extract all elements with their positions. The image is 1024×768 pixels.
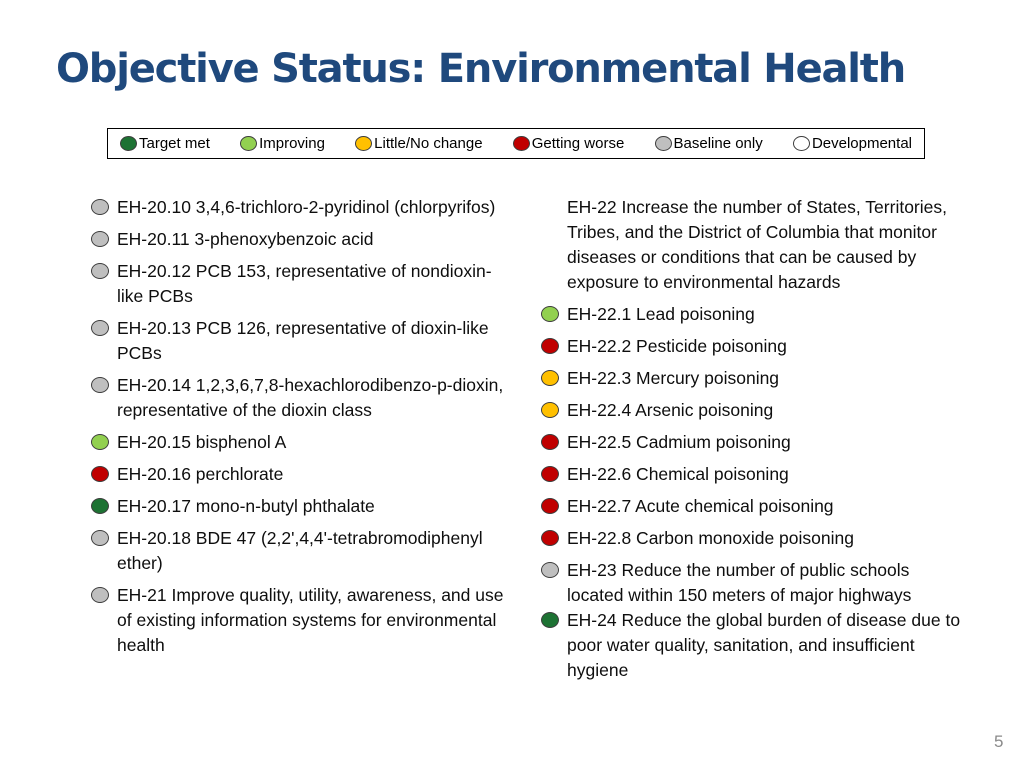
objective-item: EH-24 Reduce the global burden of diseas… [540,608,970,683]
objective-text: EH-22 Increase the number of States, Ter… [567,197,947,292]
status-bullet-icon [91,434,109,450]
objective-item: EH-21 Improve quality, utility, awarenes… [90,583,514,658]
status-bullet-icon [541,370,559,386]
objective-text: EH-20.12 PCB 153, representative of nond… [117,261,492,306]
status-bullet-icon [541,466,559,482]
legend-item-improving: Improving [240,135,325,152]
little-no-change-dot-icon [355,136,373,151]
objective-item: EH-22.8 Carbon monoxide poisoning [540,526,970,551]
status-bullet-icon [91,498,109,514]
objective-text: EH-22.4 Arsenic poisoning [567,400,774,420]
objective-item: EH-22 Increase the number of States, Ter… [540,195,970,295]
objective-item: EH-22.7 Acute chemical poisoning [540,494,970,519]
status-bullet-icon [541,562,559,578]
status-bullet-icon [91,199,109,215]
objective-text: EH-22.2 Pesticide poisoning [567,336,787,356]
status-bullet-icon [91,263,109,279]
objective-item: EH-20.16 perchlorate [90,462,514,487]
objective-text: EH-22.3 Mercury poisoning [567,368,780,388]
status-bullet-icon [541,402,559,418]
status-bullet-icon [91,587,109,603]
objective-text: EH-22.8 Carbon monoxide poisoning [567,528,854,548]
legend-item-developmental: Developmental [792,135,912,152]
objective-item: EH-22.2 Pesticide poisoning [540,334,970,359]
legend-label: Developmental [811,135,912,152]
objective-text: EH-22.5 Cadmium poisoning [567,432,791,452]
status-bullet-icon [91,530,109,546]
objective-text: EH-22.7 Acute chemical poisoning [567,496,834,516]
objective-item: EH-20.14 1,2,3,6,7,8-hexachlorodibenzo-p… [90,373,514,423]
improving-dot-icon [240,136,258,151]
page-number: 5 [994,732,1004,751]
objective-item: EH-23 Reduce the number of public school… [540,558,970,608]
objective-text: EH-22.6 Chemical poisoning [567,464,789,484]
status-bullet-icon [91,320,109,336]
page-title: Objective Status: Environmental Health [56,46,906,92]
objective-item: EH-20.11 3-phenoxybenzoic acid [90,227,514,252]
objective-item: EH-22.1 Lead poisoning [540,302,970,327]
objective-item: EH-20.18 BDE 47 (2,2',4,4'-tetrabromodip… [90,526,514,576]
objective-text: EH-20.15 bisphenol A [117,432,287,452]
status-bullet-icon [541,338,559,354]
objective-text: EH-20.13 PCB 126, representative of diox… [117,318,489,363]
objective-item: EH-20.17 mono-n-butyl phthalate [90,494,514,519]
legend-item-little-no-change: Little/No change [355,135,483,152]
objectives-column-right: EH-22 Increase the number of States, Ter… [540,195,970,690]
legend-label: Getting worse [531,135,625,152]
objective-item: EH-20.10 3,4,6-trichloro-2-pyridinol (ch… [90,195,514,220]
objective-text: EH-22.1 Lead poisoning [567,304,755,324]
legend-item-baseline-only: Baseline only [654,135,763,152]
objective-text: EH-24 Reduce the global burden of diseas… [567,610,961,680]
legend-item-getting-worse: Getting worse [512,135,625,152]
objective-item: EH-20.15 bisphenol A [90,430,514,455]
status-bullet-icon [541,530,559,546]
objective-text: EH-20.17 mono-n-butyl phthalate [117,496,375,516]
status-bullet-icon [541,612,559,628]
status-bullet-icon [541,434,559,450]
legend-label: Target met [139,135,210,152]
objective-item: EH-22.3 Mercury poisoning [540,366,970,391]
objective-text: EH-20.10 3,4,6-trichloro-2-pyridinol (ch… [117,197,496,217]
legend-label: Little/No change [374,135,483,152]
legend-label: Baseline only [673,135,763,152]
status-legend: Target met Improving Little/No change Ge… [107,128,925,159]
baseline-only-dot-icon [654,136,672,151]
target-met-dot-icon [120,136,137,151]
status-bullet-icon [541,498,559,514]
objective-text: EH-20.16 perchlorate [117,464,284,484]
status-bullet-icon [91,377,109,393]
objective-text: EH-23 Reduce the number of public school… [567,560,912,605]
objective-item: EH-22.5 Cadmium poisoning [540,430,970,455]
developmental-dot-icon [792,136,810,151]
getting-worse-dot-icon [512,136,530,151]
objective-text: EH-20.14 1,2,3,6,7,8-hexachlorodibenzo-p… [117,375,504,420]
legend-label: Improving [259,135,325,152]
objective-text: EH-21 Improve quality, utility, awarenes… [117,585,504,655]
status-bullet-icon [541,306,559,322]
objective-item: EH-20.13 PCB 126, representative of diox… [90,316,514,366]
objective-text: EH-20.11 3-phenoxybenzoic acid [117,229,374,249]
objective-text: EH-20.18 BDE 47 (2,2',4,4'-tetrabromodip… [117,528,483,573]
objective-item: EH-22.6 Chemical poisoning [540,462,970,487]
objectives-column-left: EH-20.10 3,4,6-trichloro-2-pyridinol (ch… [90,195,514,665]
status-bullet-icon [91,466,109,482]
objective-item: EH-22.4 Arsenic poisoning [540,398,970,423]
objective-item: EH-20.12 PCB 153, representative of nond… [90,259,514,309]
legend-item-target-met: Target met [120,135,210,152]
status-bullet-icon [91,231,109,247]
